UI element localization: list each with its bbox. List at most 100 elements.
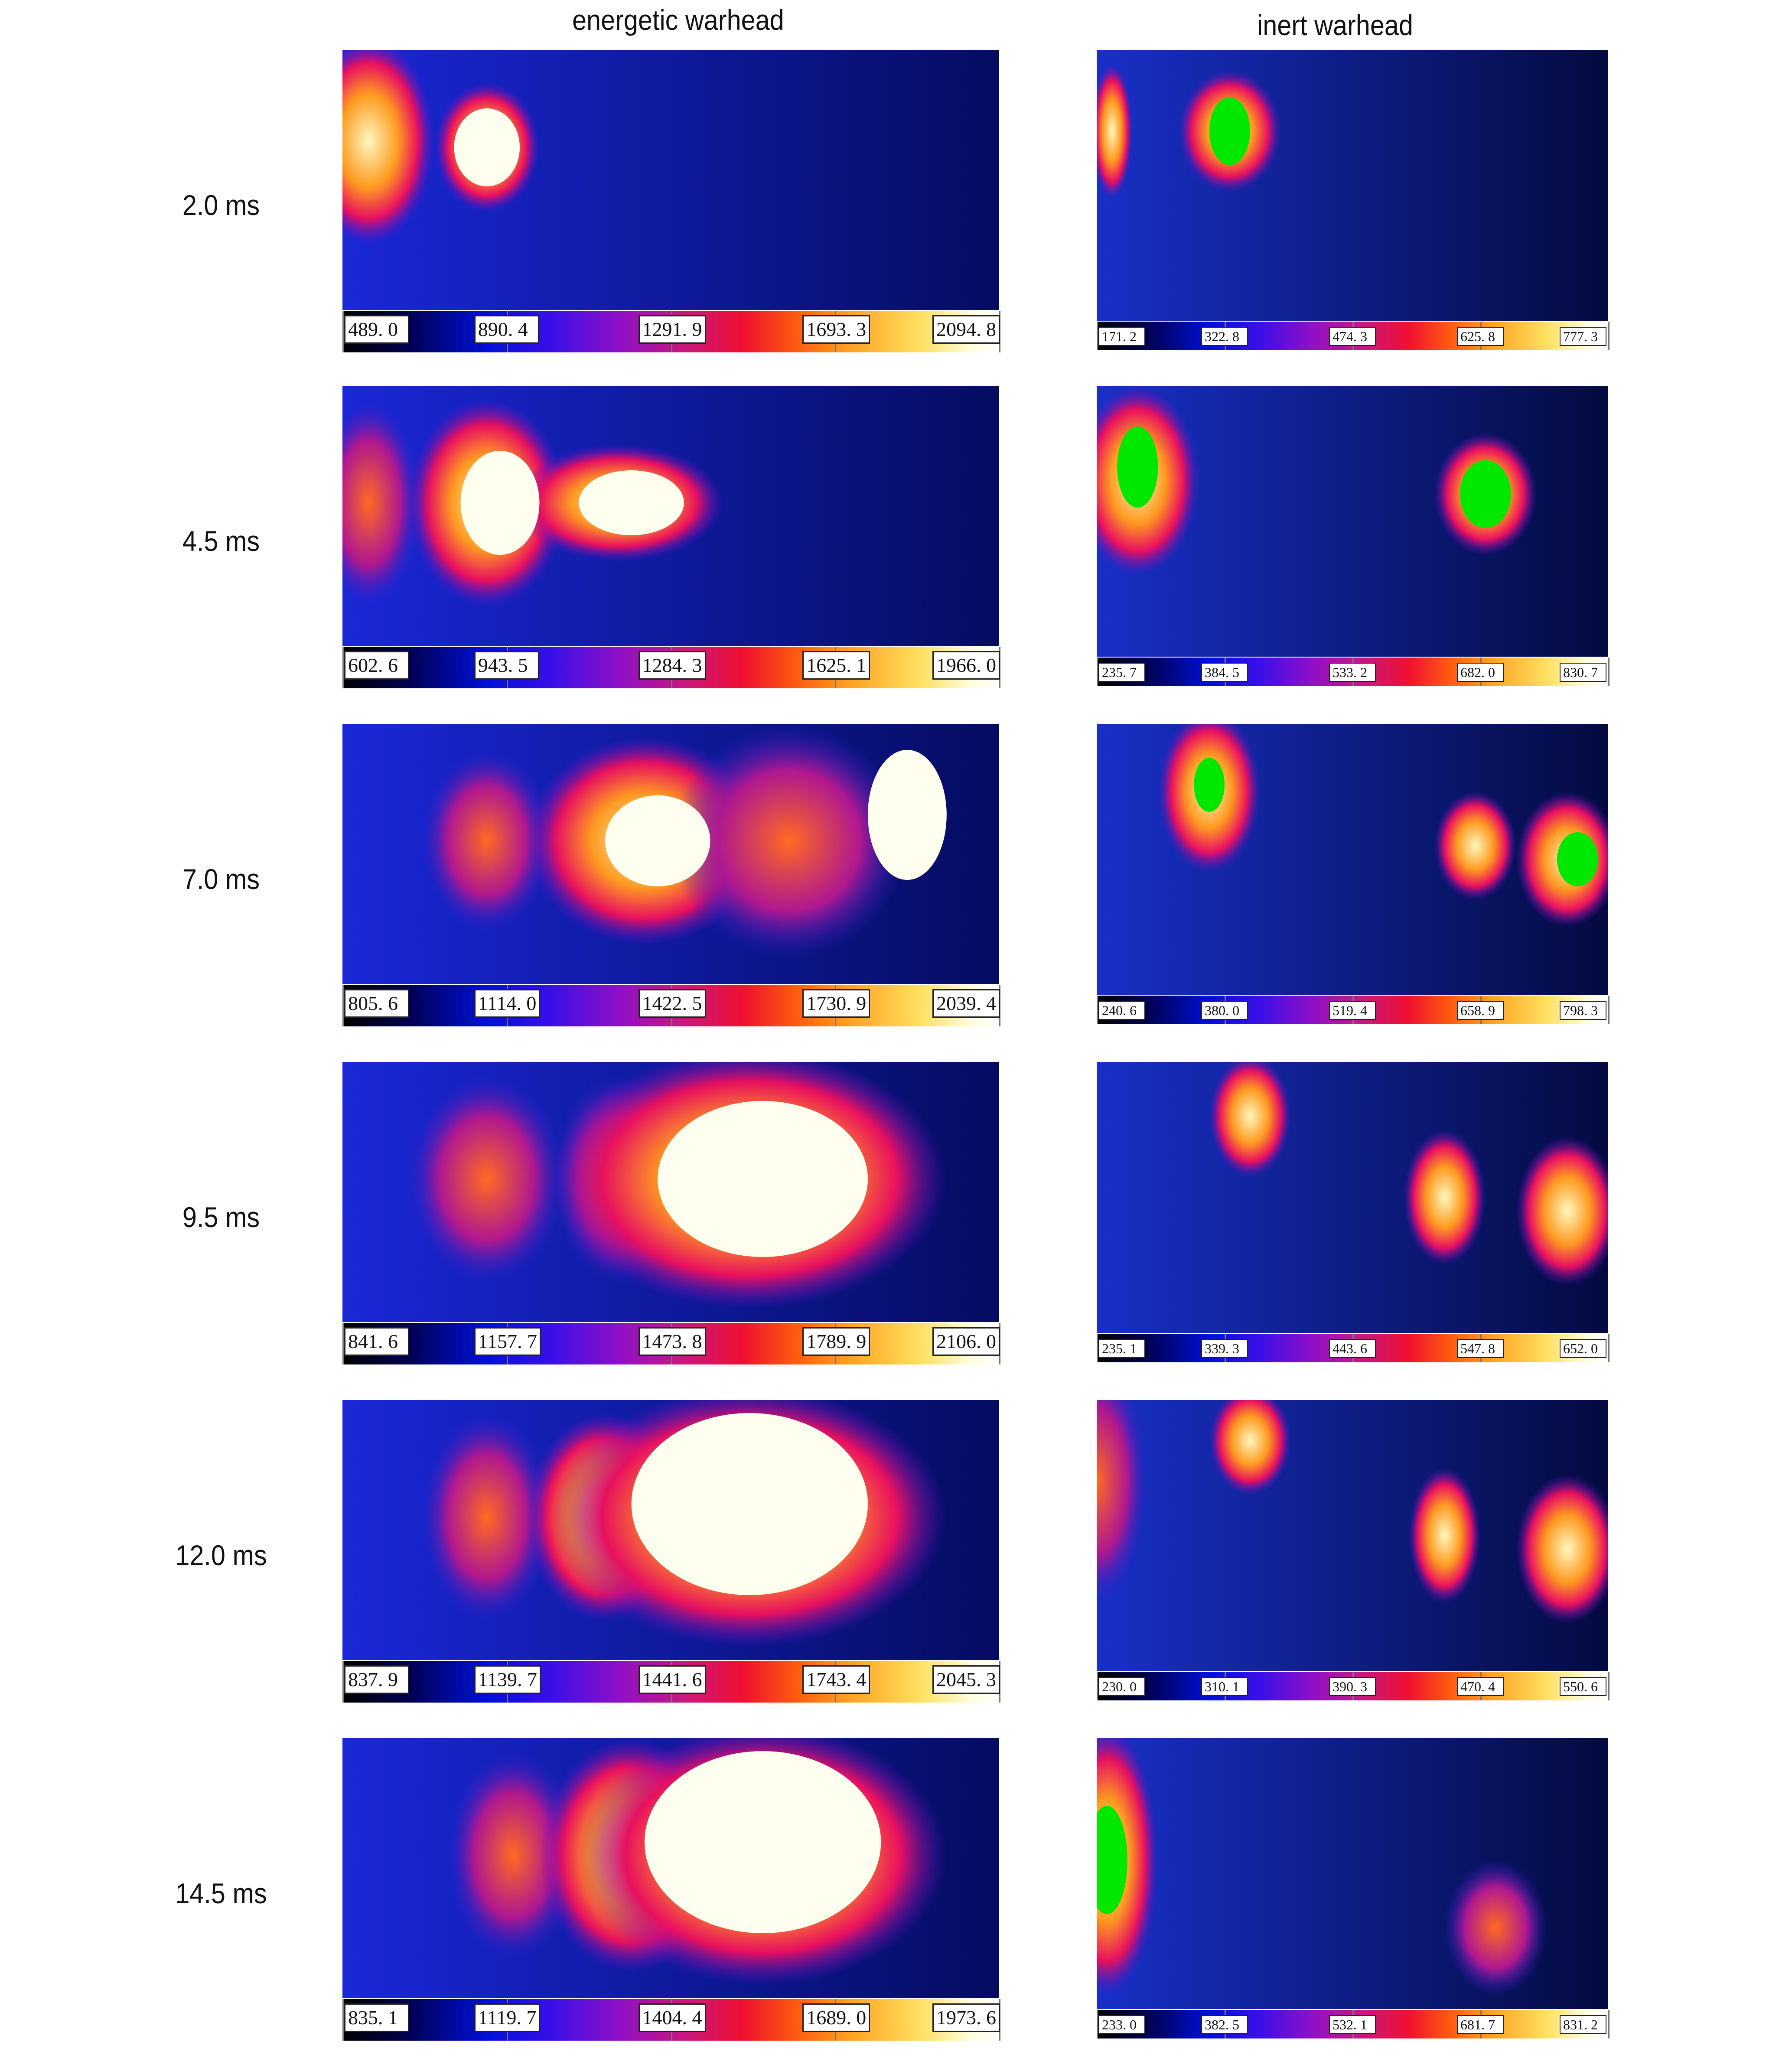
colorbar-tick bbox=[1608, 1334, 1610, 1362]
colorbar-value: 233. 0 bbox=[1098, 2015, 1145, 2034]
temperature-colorbar: 235. 1 339. 3 443. 6 547. 8 652. 0 bbox=[1097, 1334, 1610, 1362]
colorbar-tick bbox=[1097, 1672, 1098, 1700]
colorbar-value: 550. 6 bbox=[1560, 1677, 1606, 1696]
colorbar-value: 837. 9 bbox=[344, 1665, 409, 1694]
colorbar-value: 339. 3 bbox=[1201, 1339, 1248, 1358]
colorbar-value: 682. 0 bbox=[1457, 663, 1504, 682]
energetic-panel: 602. 6 943. 5 1284. 3 1625. 1 1966. 0 bbox=[342, 386, 1000, 688]
colorbar-value: 171. 2 bbox=[1098, 327, 1145, 346]
temperature-colorbar: 837. 9 1139. 7 1441. 6 1743. 4 2045. 3 bbox=[342, 1661, 1000, 1703]
inert-panel: 240. 6 380. 0 519. 4 658. 9 798. 3 bbox=[1097, 724, 1610, 1024]
colorbar-value: 474. 3 bbox=[1329, 327, 1376, 346]
colorbar-tick bbox=[342, 311, 344, 352]
colorbar-tick bbox=[342, 1323, 344, 1364]
colorbar-tick bbox=[1608, 2010, 1610, 2038]
colorbar-tick bbox=[1097, 658, 1098, 686]
colorbar-value: 1119. 7 bbox=[474, 2003, 541, 2032]
colorbar-tick bbox=[1608, 658, 1610, 686]
colorbar-value: 798. 3 bbox=[1560, 1001, 1606, 1020]
colorbar-value: 1730. 9 bbox=[802, 989, 870, 1018]
colorbar-value: 1139. 7 bbox=[474, 1665, 541, 1694]
colorbar-value: 310. 1 bbox=[1201, 1677, 1248, 1696]
colorbar-value: 1404. 4 bbox=[638, 2003, 706, 2032]
colorbar-value: 470. 4 bbox=[1457, 1677, 1504, 1696]
temperature-colorbar: 233. 0 382. 5 532. 1 681. 7 831. 2 bbox=[1097, 2010, 1610, 2038]
temperature-colorbar: 171. 2 322. 8 474. 3 625. 8 777. 3 bbox=[1097, 322, 1610, 350]
colorbar-value: 1291. 9 bbox=[638, 315, 706, 344]
colorbar-value: 805. 6 bbox=[344, 989, 409, 1018]
colorbar-value: 2106. 0 bbox=[932, 1327, 1000, 1356]
colorbar-value: 532. 1 bbox=[1329, 2015, 1376, 2034]
thermal-image bbox=[1097, 50, 1608, 321]
thermal-image bbox=[342, 1062, 999, 1322]
inert-panel: 235. 7 384. 5 533. 2 682. 0 830. 7 bbox=[1097, 386, 1610, 686]
colorbar-tick bbox=[1097, 996, 1098, 1024]
colorbar-value: 890. 4 bbox=[474, 315, 539, 344]
colorbar-value: 1473. 8 bbox=[638, 1327, 706, 1356]
inert-panel: 233. 0 382. 5 532. 1 681. 7 831. 2 bbox=[1097, 1738, 1610, 2038]
colorbar-value: 2094. 8 bbox=[932, 315, 1000, 344]
colorbar-tick bbox=[342, 1999, 344, 2041]
thermal-image bbox=[1097, 1400, 1608, 1671]
temperature-colorbar: 602. 6 943. 5 1284. 3 1625. 1 1966. 0 bbox=[342, 647, 1000, 688]
colorbar-value: 658. 9 bbox=[1457, 1001, 1504, 1020]
colorbar-value: 1441. 6 bbox=[638, 1665, 706, 1694]
colorbar-value: 1789. 9 bbox=[802, 1327, 870, 1356]
temperature-colorbar: 835. 1 1119. 7 1404. 4 1689. 0 1973. 6 bbox=[342, 1999, 1000, 2041]
colorbar-value: 1284. 3 bbox=[638, 651, 706, 680]
colorbar-value: 625. 8 bbox=[1457, 327, 1504, 346]
colorbar-value: 830. 7 bbox=[1560, 663, 1606, 682]
time-label: 9.5 ms bbox=[182, 1201, 260, 1233]
colorbar-tick bbox=[1097, 1334, 1098, 1362]
colorbar-value: 652. 0 bbox=[1560, 1339, 1606, 1358]
thermal-image bbox=[342, 1738, 999, 1998]
colorbar-value: 380. 0 bbox=[1201, 1001, 1248, 1020]
energetic-panel: 837. 9 1139. 7 1441. 6 1743. 4 2045. 3 bbox=[342, 1400, 1000, 1703]
energetic-panel: 835. 1 1119. 7 1404. 4 1689. 0 1973. 6 bbox=[342, 1738, 1000, 2041]
time-label: 14.5 ms bbox=[175, 1877, 267, 1909]
inert-column-title: inert warhead bbox=[1257, 9, 1413, 41]
colorbar-tick bbox=[1608, 996, 1610, 1024]
colorbar-value: 835. 1 bbox=[344, 2003, 409, 2032]
thermal-image bbox=[342, 386, 999, 646]
colorbar-value: 681. 7 bbox=[1457, 2015, 1504, 2034]
energetic-panel: 489. 0 890. 4 1291. 9 1693. 3 2094. 8 bbox=[342, 50, 1000, 352]
energetic-column-title: energetic warhead bbox=[572, 4, 784, 36]
thermal-image bbox=[1097, 724, 1608, 995]
thermal-image bbox=[1097, 1062, 1608, 1333]
colorbar-value: 831. 2 bbox=[1560, 2015, 1606, 2034]
colorbar-value: 1966. 0 bbox=[932, 651, 1000, 680]
colorbar-value: 1625. 1 bbox=[802, 651, 870, 680]
temperature-colorbar: 805. 6 1114. 0 1422. 5 1730. 9 2039. 4 bbox=[342, 985, 1000, 1026]
temperature-colorbar: 230. 0 310. 1 390. 3 470. 4 550. 6 bbox=[1097, 1672, 1610, 1700]
inert-panel: 171. 2 322. 8 474. 3 625. 8 777. 3 bbox=[1097, 50, 1610, 350]
colorbar-value: 1157. 7 bbox=[474, 1327, 541, 1356]
colorbar-value: 390. 3 bbox=[1329, 1677, 1376, 1696]
colorbar-value: 943. 5 bbox=[474, 651, 539, 680]
inert-panel: 230. 0 310. 1 390. 3 470. 4 550. 6 bbox=[1097, 1400, 1610, 1700]
colorbar-tick bbox=[1097, 2010, 1098, 2038]
colorbar-tick bbox=[342, 647, 344, 688]
inert-panel: 235. 1 339. 3 443. 6 547. 8 652. 0 bbox=[1097, 1062, 1610, 1362]
colorbar-tick bbox=[1608, 322, 1610, 350]
temperature-colorbar: 240. 6 380. 0 519. 4 658. 9 798. 3 bbox=[1097, 996, 1610, 1024]
colorbar-value: 1689. 0 bbox=[802, 2003, 870, 2032]
colorbar-value: 443. 6 bbox=[1329, 1339, 1376, 1358]
colorbar-value: 235. 7 bbox=[1098, 663, 1145, 682]
time-label: 7.0 ms bbox=[182, 863, 260, 895]
colorbar-value: 602. 6 bbox=[344, 651, 409, 680]
colorbar-value: 533. 2 bbox=[1329, 663, 1376, 682]
colorbar-tick bbox=[1097, 322, 1098, 350]
colorbar-value: 1422. 5 bbox=[638, 989, 706, 1018]
thermal-image bbox=[342, 724, 999, 984]
time-label: 4.5 ms bbox=[182, 525, 260, 557]
colorbar-tick bbox=[342, 1661, 344, 1703]
thermal-image bbox=[1097, 386, 1608, 657]
colorbar-value: 1114. 0 bbox=[474, 989, 541, 1018]
colorbar-value: 230. 0 bbox=[1098, 1677, 1145, 1696]
colorbar-value: 519. 4 bbox=[1329, 1001, 1376, 1020]
colorbar-value: 489. 0 bbox=[344, 315, 409, 344]
colorbar-value: 841. 6 bbox=[344, 1327, 409, 1356]
colorbar-value: 1743. 4 bbox=[802, 1665, 870, 1694]
temperature-colorbar: 489. 0 890. 4 1291. 9 1693. 3 2094. 8 bbox=[342, 311, 1000, 352]
